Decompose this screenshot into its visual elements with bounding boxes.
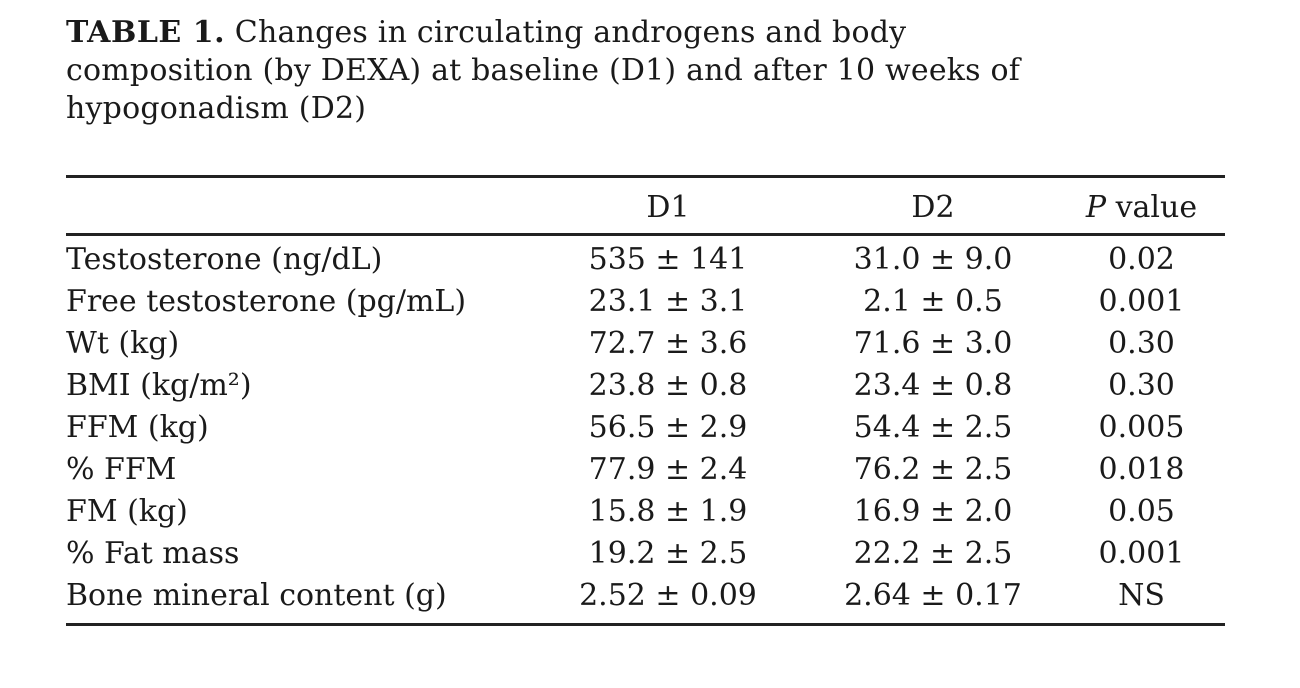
d2-value-cell: 76.2 ± 2.5 (853, 452, 1013, 487)
row-label-cell: Bone mineral content (g) (66, 578, 447, 613)
d1-value-cell: 535 ± 141 (588, 242, 748, 277)
d1-value-cell: 23.1 ± 3.1 (588, 284, 748, 319)
row-label-cell: Testosterone (ng/dL) (66, 242, 383, 277)
p-value-cell: NS (1118, 578, 1165, 613)
p-value-cell: 0.05 (1108, 494, 1175, 529)
row-label-cell: FFM (kg) (66, 410, 209, 445)
table-row: % FFM 77.9 ± 2.4 76.2 ± 2.5 0.018 (66, 449, 1225, 491)
caption-text-1: Changes in circulating androgens and bod… (234, 15, 907, 50)
d2-value-cell: 23.4 ± 0.8 (853, 368, 1013, 403)
table-row: Wt (kg) 72.7 ± 3.6 71.6 ± 3.0 0.30 (66, 323, 1225, 365)
caption-line-1: TABLE 1. Changes in circulating androgen… (66, 14, 1176, 52)
p-value-cell: 0.30 (1108, 368, 1175, 403)
d2-value-cell: 71.6 ± 3.0 (853, 326, 1013, 361)
column-header-d1: D1 (646, 190, 690, 225)
row-label-cell: BMI (kg/m²) (66, 368, 252, 403)
row-label-cell: Free testosterone (pg/mL) (66, 284, 467, 319)
table-row: BMI (kg/m²) 23.8 ± 0.8 23.4 ± 0.8 0.30 (66, 365, 1225, 407)
d1-value-cell: 2.52 ± 0.09 (579, 578, 757, 613)
d1-value-cell: 19.2 ± 2.5 (588, 536, 748, 571)
table-row: FFM (kg) 56.5 ± 2.9 54.4 ± 2.5 0.005 (66, 407, 1225, 449)
row-label-cell: Wt (kg) (66, 326, 180, 361)
table-row: FM (kg) 15.8 ± 1.9 16.9 ± 2.0 0.05 (66, 491, 1225, 533)
table-row: Bone mineral content (g) 2.52 ± 0.09 2.6… (66, 575, 1225, 617)
p-value-cell: 0.005 (1098, 410, 1185, 445)
table-number-label: TABLE 1. (66, 15, 226, 50)
column-header-d2: D2 (911, 190, 955, 225)
p-value-cell: 0.02 (1108, 242, 1175, 277)
d1-value-cell: 77.9 ± 2.4 (588, 452, 748, 487)
p-value-cell: 0.018 (1098, 452, 1185, 487)
d2-value-cell: 2.1 ± 0.5 (863, 284, 1003, 319)
caption-line-3: hypogonadism (D2) (66, 91, 367, 126)
d2-value-cell: 16.9 ± 2.0 (853, 494, 1013, 529)
p-value-word: value (1106, 190, 1198, 225)
d1-value-cell: 72.7 ± 3.6 (588, 326, 748, 361)
d2-value-cell: 31.0 ± 9.0 (853, 242, 1013, 277)
row-label-cell: % FFM (66, 452, 177, 487)
d2-value-cell: 22.2 ± 2.5 (853, 536, 1013, 571)
p-value-cell: 0.30 (1108, 326, 1175, 361)
d2-value-cell: 54.4 ± 2.5 (853, 410, 1013, 445)
column-header-p-value: P value (1058, 190, 1225, 225)
d2-value-cell: 2.64 ± 0.17 (844, 578, 1022, 613)
d1-value-cell: 15.8 ± 1.9 (588, 494, 748, 529)
caption-line-2: composition (by DEXA) at baseline (D1) a… (66, 53, 1021, 88)
table-row: % Fat mass 19.2 ± 2.5 22.2 ± 2.5 0.001 (66, 533, 1225, 575)
table-row: Testosterone (ng/dL) 535 ± 141 31.0 ± 9.… (66, 239, 1225, 281)
table-caption: TABLE 1. Changes in circulating androgen… (66, 14, 1176, 128)
data-table: D1 D2 P value Testosterone (ng/dL) 535 ±… (66, 175, 1225, 626)
row-label-cell: FM (kg) (66, 494, 188, 529)
p-symbol: P (1085, 190, 1107, 225)
d1-value-cell: 56.5 ± 2.9 (588, 410, 748, 445)
p-value-cell: 0.001 (1098, 536, 1185, 571)
d1-value-cell: 23.8 ± 0.8 (588, 368, 748, 403)
table-body: Testosterone (ng/dL) 535 ± 141 31.0 ± 9.… (66, 236, 1225, 626)
table-header-row: D1 D2 P value (66, 175, 1225, 236)
row-label-cell: % Fat mass (66, 536, 240, 571)
p-value-cell: 0.001 (1098, 284, 1185, 319)
table-row: Free testosterone (pg/mL) 23.1 ± 3.1 2.1… (66, 281, 1225, 323)
